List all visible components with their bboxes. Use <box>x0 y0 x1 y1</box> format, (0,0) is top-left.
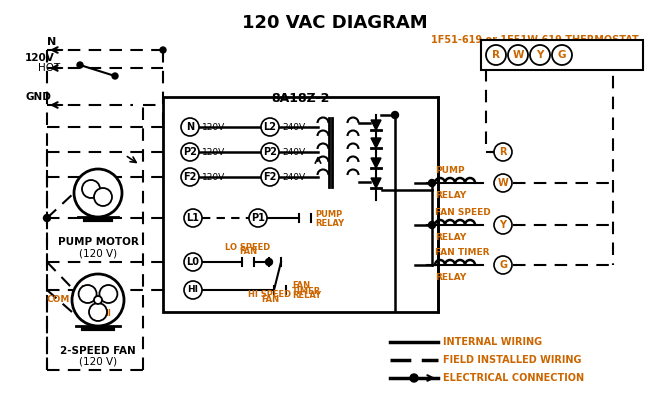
Text: RELAY: RELAY <box>435 233 466 242</box>
Circle shape <box>508 45 528 65</box>
Text: INTERNAL WIRING: INTERNAL WIRING <box>443 337 542 347</box>
Circle shape <box>112 73 118 79</box>
Text: W: W <box>513 50 524 60</box>
Text: 1F51-619 or 1F51W-619 THERMOSTAT: 1F51-619 or 1F51W-619 THERMOSTAT <box>431 35 639 45</box>
Circle shape <box>494 174 512 192</box>
Circle shape <box>94 296 102 304</box>
Circle shape <box>530 45 550 65</box>
Text: F2: F2 <box>184 172 197 182</box>
Text: HI SPEED: HI SPEED <box>249 290 291 299</box>
Text: R: R <box>492 50 500 60</box>
Circle shape <box>78 285 96 303</box>
Circle shape <box>552 45 572 65</box>
Circle shape <box>429 179 436 186</box>
Text: RELAY: RELAY <box>315 218 344 228</box>
Text: P2: P2 <box>183 147 197 157</box>
Circle shape <box>184 209 202 227</box>
Text: HOT: HOT <box>38 63 60 73</box>
Polygon shape <box>371 178 381 188</box>
Text: 240V: 240V <box>282 147 305 157</box>
Bar <box>481 40 643 70</box>
Text: FAN: FAN <box>292 282 310 290</box>
Circle shape <box>494 256 512 274</box>
Circle shape <box>261 168 279 186</box>
Circle shape <box>410 374 418 382</box>
Circle shape <box>486 45 506 65</box>
Circle shape <box>160 47 166 53</box>
Circle shape <box>99 285 117 303</box>
Circle shape <box>181 143 199 161</box>
Circle shape <box>74 169 122 217</box>
Circle shape <box>249 209 267 227</box>
Text: 240V: 240V <box>282 122 305 132</box>
Text: 120V: 120V <box>25 53 55 63</box>
Text: LO: LO <box>80 285 92 295</box>
Circle shape <box>184 281 202 299</box>
Text: (120 V): (120 V) <box>79 248 117 258</box>
Circle shape <box>184 253 202 271</box>
Text: Y: Y <box>500 220 507 230</box>
Text: HI: HI <box>188 285 198 295</box>
Polygon shape <box>371 120 381 130</box>
Text: (120 V): (120 V) <box>79 357 117 367</box>
Circle shape <box>181 118 199 136</box>
Polygon shape <box>371 158 381 168</box>
Text: FAN: FAN <box>261 295 279 304</box>
Circle shape <box>94 188 112 206</box>
Text: 120V: 120V <box>202 147 225 157</box>
Text: L0: L0 <box>186 257 200 267</box>
Text: PUMP: PUMP <box>315 210 342 218</box>
Text: R: R <box>499 147 507 157</box>
Text: RELAY: RELAY <box>435 191 466 200</box>
Circle shape <box>429 222 436 228</box>
Text: 8A18Z-2: 8A18Z-2 <box>271 92 330 105</box>
Text: 120V: 120V <box>202 173 225 181</box>
Text: ELECTRICAL CONNECTION: ELECTRICAL CONNECTION <box>443 373 584 383</box>
Circle shape <box>261 118 279 136</box>
Circle shape <box>72 274 124 326</box>
Circle shape <box>77 62 83 68</box>
Circle shape <box>391 111 399 119</box>
Circle shape <box>261 143 279 161</box>
Text: P2: P2 <box>263 147 277 157</box>
Circle shape <box>181 168 199 186</box>
Circle shape <box>494 143 512 161</box>
Text: 120V: 120V <box>202 122 225 132</box>
Circle shape <box>89 303 107 321</box>
Text: FAN SPEED: FAN SPEED <box>435 208 490 217</box>
Text: RELAY: RELAY <box>435 273 466 282</box>
Circle shape <box>494 216 512 234</box>
Text: FAN: FAN <box>239 247 257 256</box>
Circle shape <box>265 259 273 266</box>
Text: FIELD INSTALLED WIRING: FIELD INSTALLED WIRING <box>443 355 582 365</box>
Text: G: G <box>499 260 507 270</box>
Text: Y: Y <box>536 50 543 60</box>
Text: GND: GND <box>25 92 51 102</box>
Text: TIMER: TIMER <box>292 287 321 295</box>
Text: PUMP: PUMP <box>435 166 464 175</box>
Circle shape <box>44 215 50 222</box>
Text: HI: HI <box>101 308 111 318</box>
Text: W: W <box>498 178 509 188</box>
Text: RELAY: RELAY <box>292 292 321 300</box>
Text: PUMP MOTOR: PUMP MOTOR <box>58 237 139 247</box>
Text: 240V: 240V <box>282 173 305 181</box>
Text: N: N <box>48 37 57 47</box>
Polygon shape <box>371 138 381 148</box>
Text: 2-SPEED FAN: 2-SPEED FAN <box>60 346 136 356</box>
Text: G: G <box>557 50 566 60</box>
Text: P1: P1 <box>251 213 265 223</box>
Text: F2: F2 <box>263 172 277 182</box>
Text: N: N <box>186 122 194 132</box>
Text: L2: L2 <box>263 122 277 132</box>
Text: L1: L1 <box>186 213 200 223</box>
Text: COM: COM <box>47 295 70 305</box>
Text: 120 VAC DIAGRAM: 120 VAC DIAGRAM <box>242 14 428 32</box>
Text: FAN TIMER: FAN TIMER <box>435 248 490 257</box>
Circle shape <box>82 180 100 198</box>
Bar <box>163 97 438 312</box>
Text: LO SPEED: LO SPEED <box>225 243 271 252</box>
